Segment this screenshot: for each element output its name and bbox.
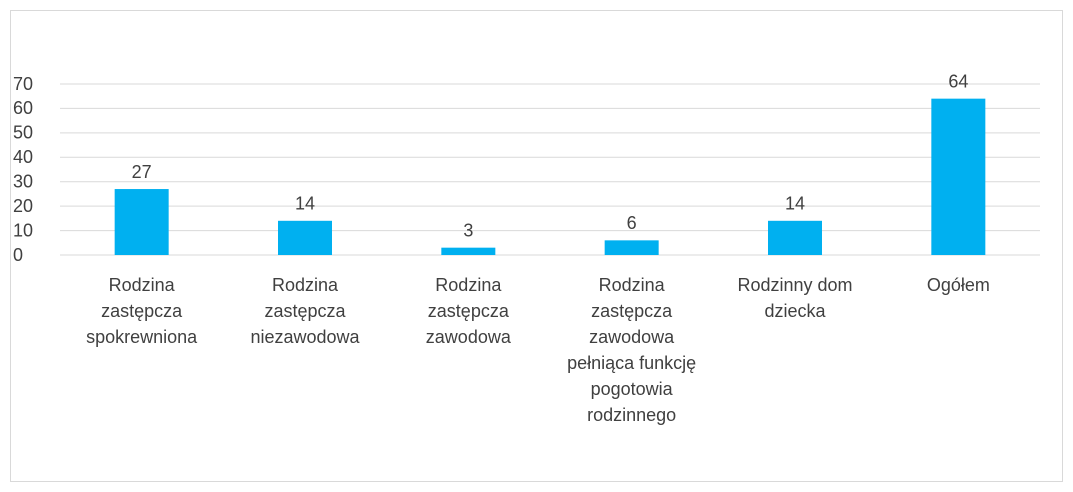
bar: [931, 98, 986, 256]
bar: [114, 189, 169, 255]
y-tick-label: 10: [13, 220, 33, 240]
y-tick-label: 0: [13, 245, 23, 265]
bar: [768, 220, 822, 255]
y-tick-label: 20: [13, 196, 33, 216]
y-tick-label: 40: [13, 147, 33, 167]
x-tick-label: Ogółem: [926, 275, 990, 295]
chart-border: [10, 10, 1063, 482]
bar: [441, 247, 496, 255]
value-label: 64: [948, 71, 968, 91]
value-label: 27: [132, 162, 152, 182]
x-tick-label: Rodzinny dom dziecka: [737, 275, 853, 321]
y-tick-label: 60: [13, 98, 33, 118]
value-label: 3: [463, 220, 473, 240]
x-tick-label: Rodzina zastępcza niezawodowa: [250, 275, 360, 347]
y-tick-label: 30: [13, 171, 33, 191]
bar: [278, 220, 332, 255]
value-label: 6: [627, 213, 637, 233]
y-tick-label: 50: [13, 123, 33, 143]
x-tick-label: Rodzina zastępcza spokrewniona: [86, 275, 198, 347]
x-tick-label: Rodzina zastępcza zawodowa pełniąca funk…: [567, 275, 697, 425]
y-tick-label: 70: [13, 74, 33, 94]
x-tick-label: Rodzina zastępcza zawodowa: [425, 275, 511, 347]
value-label: 14: [785, 194, 805, 214]
bar: [604, 240, 659, 255]
value-label: 14: [295, 194, 315, 214]
